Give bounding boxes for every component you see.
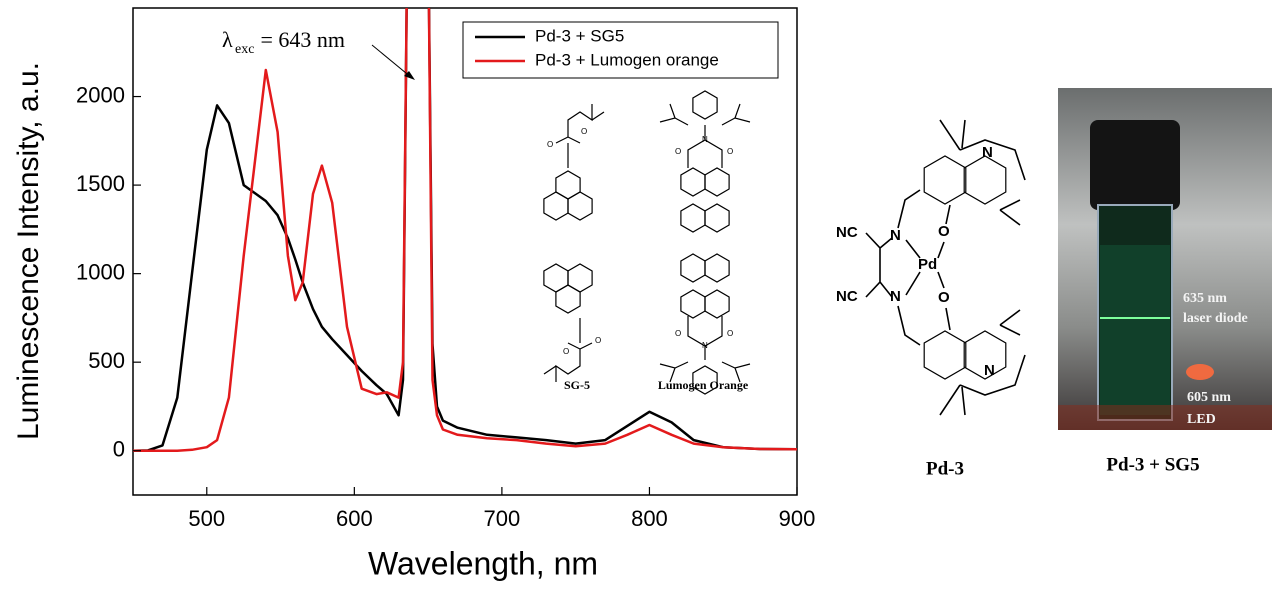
bond: [687, 316, 723, 360]
ring: [680, 203, 706, 233]
ring: [680, 289, 706, 319]
atom-label: O: [727, 329, 733, 338]
ring: [692, 365, 718, 395]
ring: [680, 253, 706, 283]
structure-label: Pd-3: [926, 458, 964, 479]
atom-label: O: [547, 140, 553, 149]
x-tick-label: 700: [484, 506, 521, 531]
ring: [963, 330, 1007, 380]
photo-caption: Pd-3 + SG5: [1106, 454, 1199, 475]
x-tick-label: 500: [188, 506, 225, 531]
atom-label: N: [702, 135, 708, 144]
ring: [704, 253, 730, 283]
solution: [1100, 245, 1170, 415]
annotation-symbol: λ: [222, 27, 233, 52]
atom-label: O: [938, 289, 950, 306]
annotation: λ exc = 643 nm: [222, 27, 415, 80]
y-tick-label: 1500: [76, 171, 125, 196]
ring: [555, 170, 581, 200]
bond: [687, 125, 723, 168]
annotation-subscript: exc: [235, 42, 254, 57]
legend-box: [462, 21, 779, 79]
x-axis-label: Wavelength, nm: [368, 545, 598, 581]
bond: [865, 189, 951, 346]
atom-label: O: [675, 147, 681, 156]
annotation-arrow: [371, 44, 413, 79]
pd3-bonds: [865, 119, 1026, 416]
y-tick-label: 500: [88, 348, 125, 373]
photo-label: 635 nm: [1183, 291, 1227, 306]
arrow-head: [404, 71, 415, 80]
ring: [692, 90, 718, 120]
photo-label: 605 nm: [1187, 390, 1231, 405]
atom-label: Pd: [918, 256, 937, 273]
bond: [939, 119, 1026, 416]
led: [1186, 364, 1214, 380]
glow: [1058, 405, 1272, 430]
structure-label: Lumogen Orange: [658, 378, 749, 392]
vial-cap: [1090, 120, 1180, 210]
ring: [704, 289, 730, 319]
ring: [567, 191, 593, 221]
ring: [680, 167, 706, 197]
legend: Pd-3 + SG5 Pd-3 + Lumogen orange: [462, 21, 779, 79]
plot-frame: [132, 7, 798, 496]
ring: [543, 263, 569, 293]
ring: [963, 155, 1007, 205]
atom-label: O: [675, 329, 681, 338]
atom-label: N: [890, 288, 901, 305]
atom-label: O: [727, 147, 733, 156]
atom-label: O: [581, 127, 587, 136]
y-axis-label: Luminescence Intensity, a.u.: [12, 62, 45, 440]
atom-label: O: [595, 336, 601, 345]
lumogen-bonds: [659, 103, 751, 383]
bond: [543, 318, 593, 382]
atom-label: N: [890, 227, 901, 244]
atom-label: O: [938, 223, 950, 240]
data-line: [133, 8, 797, 452]
x-tick-label: 600: [336, 506, 373, 531]
x-tick-label: 900: [779, 506, 816, 531]
bond: [659, 361, 751, 383]
legend-label: Pd-3 + SG5: [535, 26, 624, 45]
y-tick-label: 1000: [76, 259, 125, 284]
atom-label: N: [984, 362, 995, 379]
bond: [555, 104, 605, 168]
bond: [659, 103, 751, 126]
x-tick-label: 800: [631, 506, 668, 531]
atom-label: N: [702, 341, 708, 350]
legend-label: Pd-3 + Lumogen orange: [535, 50, 719, 69]
sg5-structure: [543, 104, 605, 382]
ring: [704, 203, 730, 233]
photo: 635 nm laser diode 605 nm LED: [1058, 88, 1272, 430]
ring: [923, 330, 967, 380]
ring: [543, 191, 569, 221]
atom-label: NC: [836, 224, 858, 241]
y-tick-label: 0: [113, 437, 125, 462]
atom-label: N: [982, 144, 993, 161]
ring: [567, 263, 593, 293]
atom-label: NC: [836, 288, 858, 305]
annotation-text: = 643 nm: [255, 27, 345, 52]
data-line: [133, 8, 797, 452]
structure-label: SG-5: [564, 378, 590, 392]
ring: [555, 284, 581, 314]
photo-label: laser diode: [1183, 311, 1248, 326]
ring: [923, 155, 967, 205]
atom-label: O: [563, 347, 569, 356]
ring: [704, 167, 730, 197]
photo-label: LED: [1187, 412, 1216, 427]
y-tick-label: 2000: [76, 82, 125, 107]
